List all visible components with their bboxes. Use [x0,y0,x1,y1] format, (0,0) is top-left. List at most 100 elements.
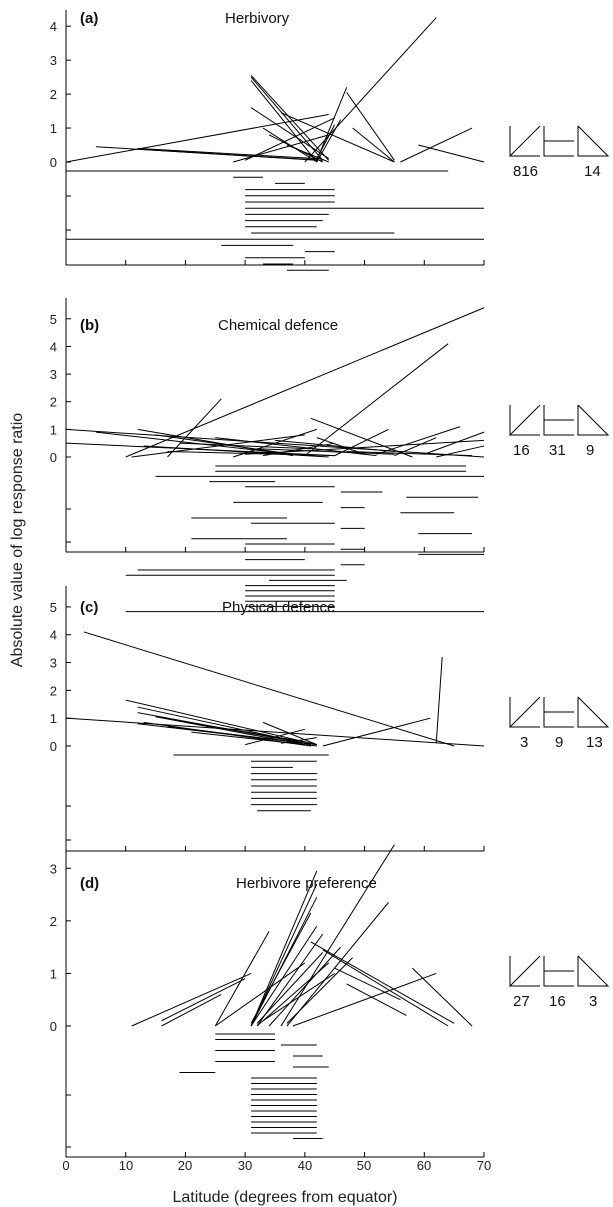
slope-segment [400,127,473,163]
slope-segment [83,631,455,747]
x-tick-label: 10 [119,1158,133,1173]
slope-segment [346,983,407,1016]
x-tick-label: 0 [62,1158,69,1173]
slope-segment [322,717,431,747]
increase-icon [508,955,541,987]
decrease-icon [577,125,610,157]
slope-segment [394,437,437,457]
increase-icon [508,696,541,728]
y-tick-label: 5 [50,312,57,327]
y-tick-label: 4 [50,339,57,354]
plot-area: 0 1 2 3 4 [50,10,485,271]
slope-segment [436,445,485,458]
slope-segment [244,117,335,161]
slope-segment [316,124,336,159]
slope-segment [233,134,329,163]
increase-icon [508,404,541,436]
panel-d: (d) Herbivore preference 0 1 2 3 [50,835,485,1158]
legend-count: 9 [555,734,563,751]
y-tick-label: 3 [50,53,57,68]
slope-segment [292,972,437,1027]
slope-segment [250,870,318,1027]
slope-segment [250,107,330,160]
y-tick-label: 4 [50,628,57,643]
slope-segment [286,144,329,163]
panel-letter: (d) [80,875,99,892]
slope-segment [131,434,305,458]
slope-segment [418,144,485,163]
plot-area: 0 1 2 3 4 5 [50,586,485,852]
slope-segment [125,307,485,458]
flat-icon [543,956,574,987]
increase-icon [508,125,541,157]
plot-area: 0 1 2 3 4 5 [50,298,485,613]
legend-c: 3 9 13 [508,696,610,751]
panel-title: Physical defence [222,599,335,616]
slope-segment [316,119,342,163]
slope-segment [268,946,342,1027]
slope-segment [214,962,306,1027]
slope-segment [250,896,318,1027]
slope-segment [310,941,455,1024]
flat-icon [543,126,574,157]
y-tick-label: 1 [50,966,57,981]
x-axis-label: Latitude (degrees from equator) [172,1189,397,1206]
y-tick-label: 2 [50,683,57,698]
legend-count: 816 [513,163,538,180]
slope-segment [257,448,395,455]
y-tick-label: 1 [50,711,57,726]
decrease-icon [577,955,610,987]
y-tick-label: 2 [50,914,57,929]
legend-count: 16 [513,442,530,459]
slope-segment [125,699,317,746]
y-tick-label: 3 [50,861,57,876]
slope-segment [131,972,252,1027]
slope-segment [137,147,317,160]
slope-segment [304,343,449,457]
y-tick-label: 0 [50,1019,57,1034]
panel-b: (b) Chemical defence 0 1 2 3 4 5 [50,298,485,613]
legend-b: 16 31 9 [508,404,610,459]
x-tick-label: 20 [178,1158,192,1173]
slope-segment [262,721,317,746]
slope-segment [424,431,485,455]
slope-segment [346,92,395,161]
y-tick-label: 0 [50,155,57,170]
slope-segment [65,717,485,747]
legend-count: 9 [586,442,594,459]
panel-c: (c) Physical defence 0 1 2 3 4 5 [50,586,485,852]
slope-segment [280,737,317,744]
y-tick-label: 3 [50,656,57,671]
slope-segment [191,731,317,747]
slope-segment [274,439,395,452]
slope-segment [155,434,293,455]
slope-segment [280,112,395,163]
flat-icon [543,697,574,728]
plot-area: 0 1 2 3 [50,835,485,1158]
slope-segment [435,656,443,744]
slope-segment [322,949,449,1027]
slope-segment [214,931,270,1027]
x-tick-labels: 0 10 20 30 40 50 60 70 [62,1158,491,1173]
y-tick-label: 2 [50,395,57,410]
panel-title: Herbivore preference [236,875,377,892]
slope-segment [167,398,222,458]
panel-letter: (b) [80,317,99,334]
slope-segment [137,428,293,457]
legend-count: 27 [513,993,530,1010]
legend-count: 31 [549,442,566,459]
slope-segment [245,728,305,746]
panel-letter: (a) [80,10,98,27]
legend-count: 3 [589,993,597,1010]
slope-segment [310,417,413,458]
slope-segment [137,148,317,161]
slope-segment [286,902,389,1027]
legend-count: 16 [549,993,566,1010]
y-tick-label: 0 [50,739,57,754]
decrease-icon [577,404,610,436]
slope-segment [304,17,437,163]
slope-segment [250,75,330,161]
y-tick-label: 3 [50,367,57,382]
legend-d: 27 16 3 [508,955,610,1010]
